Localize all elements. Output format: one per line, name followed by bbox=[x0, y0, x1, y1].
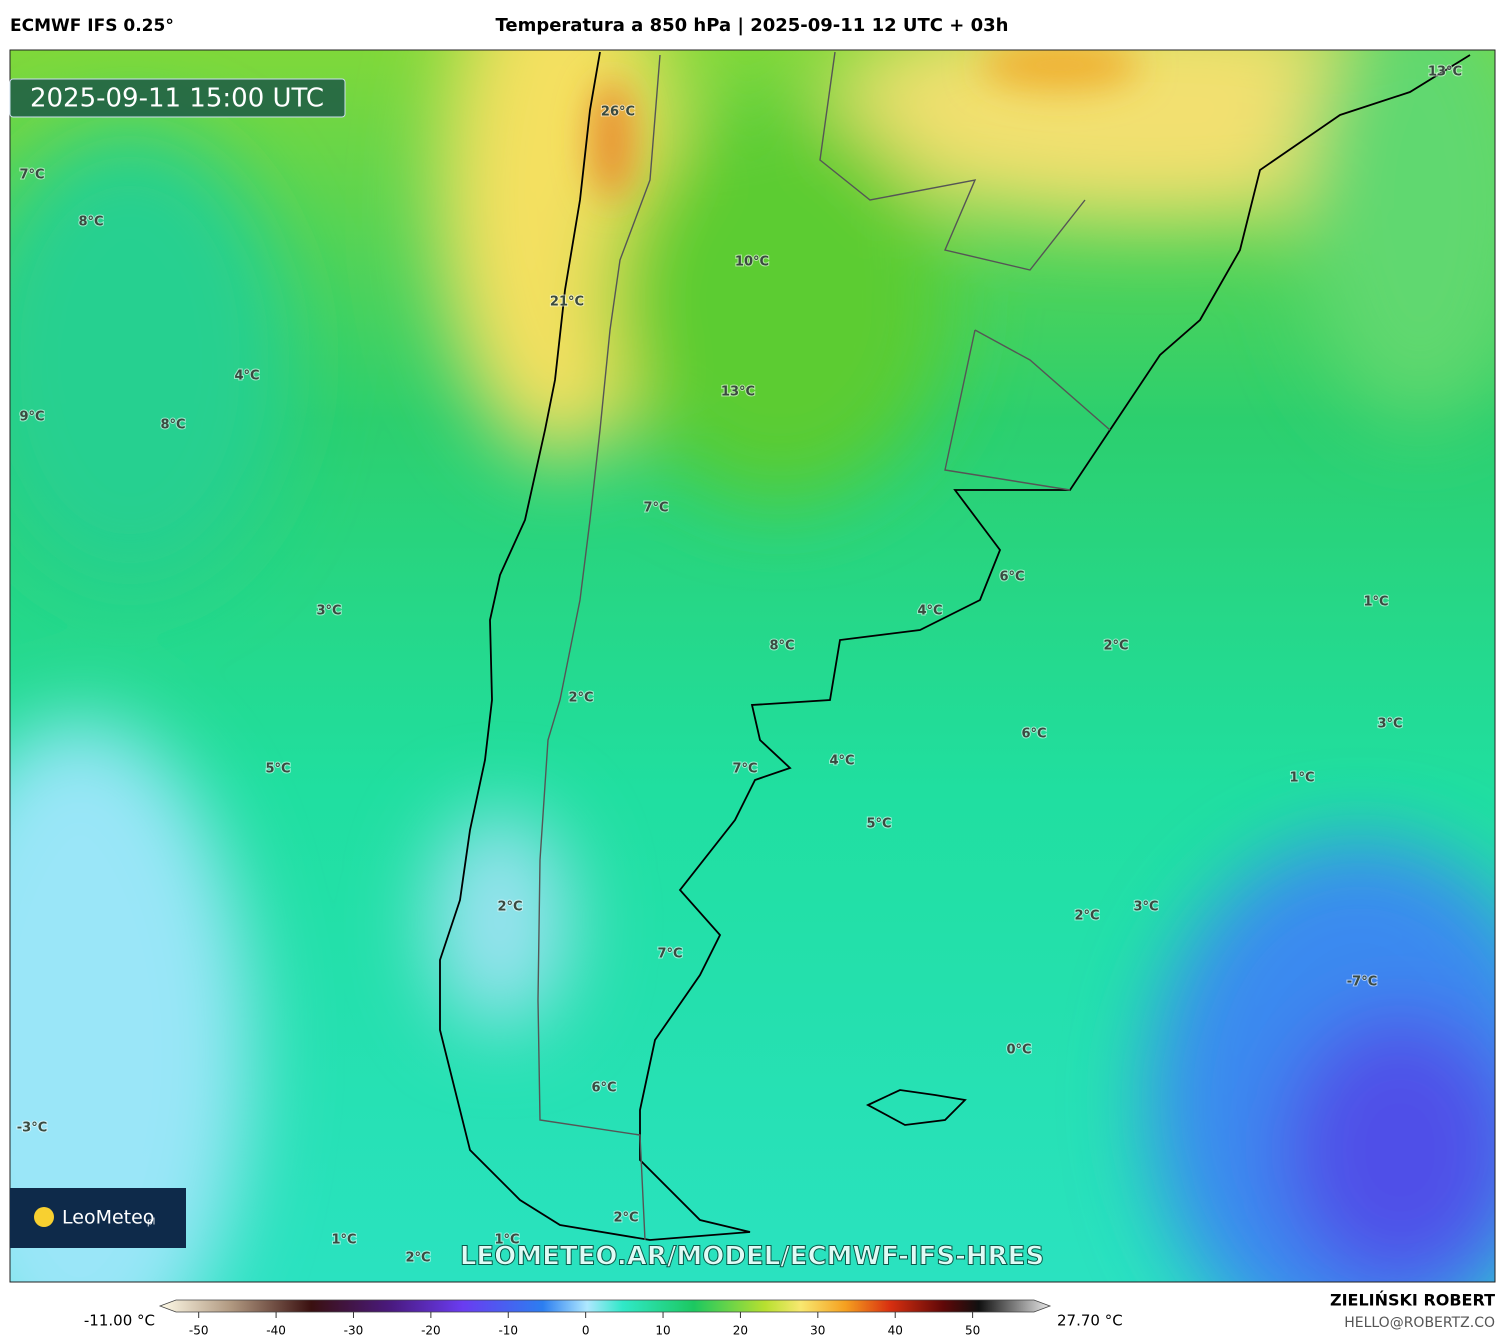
map-title: Temperatura a 850 hPa | 2025-09-11 12 UT… bbox=[495, 15, 1008, 36]
isotherm-label: 9°C bbox=[19, 410, 44, 425]
isotherm-label: 3°C bbox=[1133, 900, 1158, 915]
logo-sun bbox=[34, 1207, 54, 1227]
colorbar-min: -11.00 °C bbox=[84, 1312, 155, 1330]
isotherm-label: 7°C bbox=[19, 168, 44, 183]
isotherm-label: 21°C bbox=[550, 295, 584, 310]
isotherm-label: 2°C bbox=[405, 1251, 430, 1266]
colorbar-tick-label: -10 bbox=[498, 1324, 518, 1338]
isotherm-label: 8°C bbox=[78, 215, 103, 230]
isotherm-label: 10°C bbox=[735, 255, 769, 270]
isotherm-label: 6°C bbox=[1021, 727, 1046, 742]
isotherm-label: 5°C bbox=[265, 762, 290, 777]
isotherm-label: 1°C bbox=[1289, 771, 1314, 786]
isotherm-label: 2°C bbox=[613, 1211, 638, 1226]
isotherm-label: 2°C bbox=[1074, 909, 1099, 924]
colorbar-max: 27.70 °C bbox=[1057, 1312, 1123, 1330]
colorbar-tick-label: -30 bbox=[344, 1324, 364, 1338]
isotherm-label: 4°C bbox=[829, 754, 854, 769]
coastline bbox=[439, 51, 1471, 1241]
colorbar-tick-label: 10 bbox=[655, 1324, 670, 1338]
isotherm-label: 2°C bbox=[568, 691, 593, 706]
isotherm-label: 26°C bbox=[601, 105, 635, 120]
isotherm-label: 13°C bbox=[1428, 65, 1462, 80]
isotherm-label: 0°C bbox=[1006, 1043, 1031, 1058]
isotherm-label: 2°C bbox=[497, 900, 522, 915]
isotherm-label: 3°C bbox=[1377, 717, 1402, 732]
model-name: ECMWF IFS 0.25° bbox=[10, 16, 174, 36]
contact: HELLO@ROBERTZ.CO bbox=[1344, 1315, 1495, 1331]
map-frame bbox=[9, 49, 1496, 1283]
valid-time: 2025-09-11 15:00 UTC bbox=[30, 84, 324, 114]
isotherm-label: 3°C bbox=[316, 604, 341, 619]
isotherm-label: 7°C bbox=[732, 762, 757, 777]
logo-suffix: pl bbox=[147, 1218, 155, 1228]
isotherm-label: 4°C bbox=[234, 369, 259, 384]
colorbar-tick-label: 0 bbox=[582, 1324, 590, 1338]
author: ZIELIŃSKI ROBERT bbox=[1330, 1291, 1495, 1310]
isotherm-label: 1°C bbox=[331, 1233, 356, 1248]
isotherm-label: 6°C bbox=[999, 570, 1024, 585]
isotherm-label: 6°C bbox=[591, 1081, 616, 1096]
isotherm-label: 7°C bbox=[657, 947, 682, 962]
isotherm-label: 8°C bbox=[769, 639, 794, 654]
isotherm-label: 1°C bbox=[494, 1233, 519, 1248]
colorbar-tick-label: -40 bbox=[266, 1324, 286, 1338]
colorbar-tick-label: 40 bbox=[888, 1324, 903, 1338]
watermark: LEOMETEO.AR/MODEL/ECMWF-IFS-HRES bbox=[460, 1242, 1044, 1272]
isotherm-label: -3°C bbox=[17, 1121, 47, 1136]
colorbar-tick-label: -50 bbox=[189, 1324, 209, 1338]
isotherm-label: 1°C bbox=[1363, 595, 1388, 610]
isotherm-label: 13°C bbox=[721, 385, 755, 400]
borders bbox=[537, 51, 1111, 1241]
isotherm-label: 7°C bbox=[643, 501, 668, 516]
isotherm-label: 5°C bbox=[866, 817, 891, 832]
isotherm-label: 4°C bbox=[917, 604, 942, 619]
colorbar-tick-label: 50 bbox=[965, 1324, 980, 1338]
isotherm-label: 2°C bbox=[1103, 639, 1128, 654]
isotherm-label: 8°C bbox=[160, 418, 185, 433]
colorbar-tick-label: -20 bbox=[421, 1324, 441, 1338]
logo-name: LeoMeteo bbox=[62, 1207, 154, 1229]
isotherm-label: -7°C bbox=[1347, 975, 1377, 990]
colorbar: -50 -40 -30 -20 -10 0 10 20 30 40 50 bbox=[158, 1299, 1052, 1338]
colorbar-bar bbox=[158, 1299, 1052, 1313]
colorbar-tick-label: 20 bbox=[733, 1324, 748, 1338]
isotherm-labels: 13°C 26°C 7°C 8°C 10°C 21°C 4°C 13°C 9°C 8°C 7°C 6°… bbox=[16, 64, 1463, 1267]
colorbar-tick-label: 30 bbox=[810, 1324, 825, 1338]
time-badge bbox=[9, 78, 346, 118]
